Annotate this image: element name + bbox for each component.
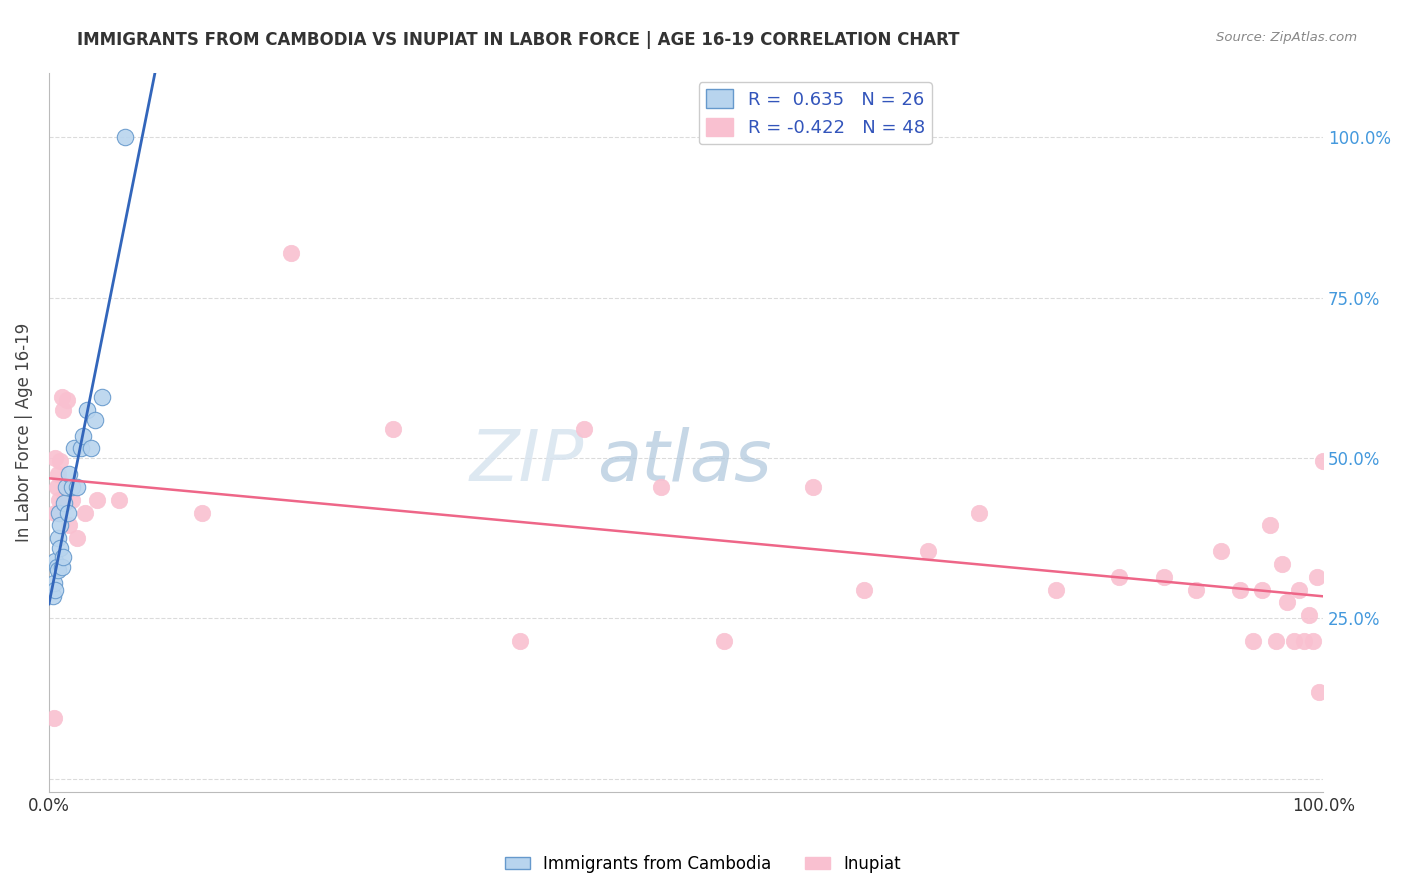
Point xyxy=(56,393,79,408)
Legend: Immigrants from Cambodia, Inupiat: Immigrants from Cambodia, Inupiat xyxy=(498,848,908,880)
Point xyxy=(46,531,69,545)
Point xyxy=(44,554,66,568)
Point xyxy=(60,480,83,494)
Point xyxy=(44,506,66,520)
Point xyxy=(1265,633,1288,648)
Point xyxy=(1292,633,1315,648)
Point xyxy=(1108,570,1130,584)
Point xyxy=(42,711,65,725)
Point xyxy=(45,480,67,494)
Point xyxy=(63,442,86,456)
Point xyxy=(572,422,595,436)
Point xyxy=(86,492,108,507)
Point xyxy=(58,518,80,533)
Point xyxy=(58,467,80,481)
Point xyxy=(49,541,72,555)
Point xyxy=(1184,582,1206,597)
Point xyxy=(80,442,103,456)
Point xyxy=(55,480,77,494)
Point xyxy=(917,544,939,558)
Point xyxy=(650,480,672,494)
Point xyxy=(53,492,76,507)
Point xyxy=(1229,582,1251,597)
Point xyxy=(56,506,79,520)
Text: ZIP: ZIP xyxy=(470,426,583,496)
Point xyxy=(51,560,73,574)
Y-axis label: In Labor Force | Age 16-19: In Labor Force | Age 16-19 xyxy=(15,323,32,542)
Point xyxy=(48,506,70,520)
Point xyxy=(1045,582,1067,597)
Point xyxy=(46,467,69,481)
Point xyxy=(66,480,89,494)
Point xyxy=(83,412,105,426)
Point xyxy=(46,563,69,577)
Point xyxy=(280,245,302,260)
Point xyxy=(1302,633,1324,648)
Point xyxy=(69,442,91,456)
Point xyxy=(1308,685,1330,699)
Point xyxy=(49,454,72,468)
Point xyxy=(44,450,66,465)
Point xyxy=(45,560,67,574)
Text: Source: ZipAtlas.com: Source: ZipAtlas.com xyxy=(1216,31,1357,45)
Point xyxy=(52,403,75,417)
Point xyxy=(1153,570,1175,584)
Point xyxy=(191,506,214,520)
Point xyxy=(42,576,65,591)
Point xyxy=(1306,570,1329,584)
Point xyxy=(60,492,83,507)
Point xyxy=(382,422,405,436)
Point xyxy=(72,428,94,442)
Point xyxy=(48,492,70,507)
Legend: R =  0.635   N = 26, R = -0.422   N = 48: R = 0.635 N = 26, R = -0.422 N = 48 xyxy=(699,82,932,145)
Point xyxy=(1282,633,1305,648)
Point xyxy=(53,496,76,510)
Point xyxy=(114,130,136,145)
Point xyxy=(509,633,531,648)
Point xyxy=(91,390,114,404)
Point xyxy=(76,403,98,417)
Point xyxy=(1251,582,1274,597)
Text: IMMIGRANTS FROM CAMBODIA VS INUPIAT IN LABOR FORCE | AGE 16-19 CORRELATION CHART: IMMIGRANTS FROM CAMBODIA VS INUPIAT IN L… xyxy=(77,31,960,49)
Point xyxy=(51,390,73,404)
Point xyxy=(73,506,96,520)
Point xyxy=(1298,608,1320,623)
Point xyxy=(1288,582,1310,597)
Point xyxy=(1312,454,1334,468)
Point xyxy=(49,518,72,533)
Point xyxy=(44,582,66,597)
Point xyxy=(967,506,990,520)
Point xyxy=(1277,595,1299,609)
Point xyxy=(1258,518,1281,533)
Point xyxy=(66,531,89,545)
Point xyxy=(853,582,876,597)
Point xyxy=(52,550,75,565)
Point xyxy=(803,480,825,494)
Point xyxy=(1241,633,1264,648)
Point xyxy=(713,633,735,648)
Point xyxy=(42,589,65,603)
Text: atlas: atlas xyxy=(598,426,772,496)
Point xyxy=(1211,544,1233,558)
Point xyxy=(1271,557,1294,571)
Point xyxy=(108,492,131,507)
